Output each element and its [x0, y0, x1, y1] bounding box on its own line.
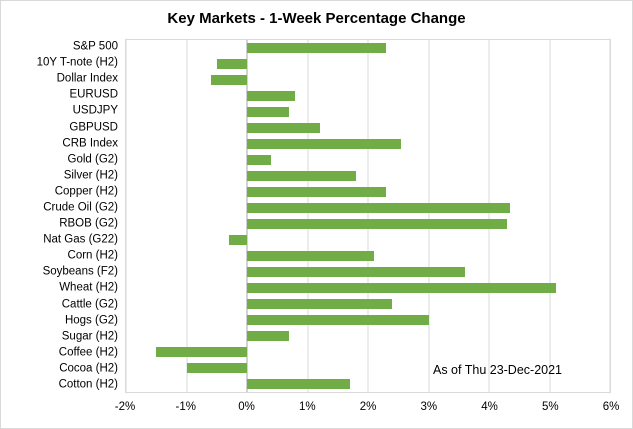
gridline [367, 40, 369, 392]
category-label: Nat Gas (G22) [43, 233, 118, 246]
category-label: CRB Index [62, 136, 118, 149]
bar-hogs-g2 [247, 315, 429, 325]
category-label: Soybeans (F2) [42, 265, 118, 278]
chart-title: Key Markets - 1-Week Percentage Change [167, 10, 466, 27]
bar-soybeans-f2 [247, 267, 465, 277]
bar-gbpusd [247, 123, 320, 133]
bar-crude-oil-g2 [247, 203, 511, 213]
category-label: Wheat (H2) [59, 281, 118, 294]
x-tick-label: 0% [238, 401, 255, 413]
category-label: USDJPY [72, 104, 118, 117]
category-label: Hogs (G2) [64, 313, 118, 326]
x-tick-label: 2% [359, 401, 377, 413]
category-label: Coffee (H2) [58, 346, 118, 359]
as-of-annotation: As of Thu 23-Dec-2021 [433, 363, 563, 377]
gridline [488, 40, 490, 392]
bar-nat-gas-g22 [228, 235, 247, 245]
category-label: Corn (H2) [67, 249, 118, 262]
bar-cocoa-h2 [186, 363, 247, 373]
zero-axis-line [246, 40, 248, 392]
bar-copper-h2 [247, 187, 387, 197]
bar-10y-t-note-h2 [216, 59, 247, 69]
category-label: Crude Oil (G2) [43, 201, 118, 214]
bar-dollar-index [210, 75, 247, 85]
category-label: Cattle (G2) [61, 297, 118, 310]
bar-usdjpy [247, 107, 290, 117]
category-label: Silver (H2) [63, 169, 118, 182]
x-axis-labels: -2% -1% 0% 1% 2% 3% 4% 5% 6% [115, 401, 620, 417]
y-axis-labels: S&P 500 10Y T-note (H2) Dollar Index EURUSD… [1, 39, 118, 393]
x-tick-label: 3% [420, 401, 438, 413]
bar-silver-h2 [247, 171, 356, 181]
gridline [609, 40, 611, 392]
x-tick-label: 1% [298, 401, 316, 413]
x-tick-label: -2% [114, 401, 136, 413]
gridline [428, 40, 429, 392]
category-label: GBPUSD [69, 120, 118, 133]
gridline [307, 40, 308, 392]
gridline [125, 40, 127, 392]
plot-area [125, 39, 611, 393]
category-label: EURUSD [69, 88, 118, 101]
category-label: Cocoa (H2) [59, 362, 118, 375]
category-label: Gold (G2) [67, 152, 119, 165]
bar-cotton-h2 [247, 379, 350, 389]
bar-coffee-h2 [156, 347, 247, 357]
category-label: 10Y T-note (H2) [36, 56, 118, 69]
x-tick-label: -1% [175, 401, 196, 413]
bar-s-p-500 [247, 43, 387, 53]
gridline [549, 40, 550, 392]
bar-rbob-g2 [247, 219, 508, 229]
bar-cattle-g2 [247, 299, 393, 309]
category-label: Sugar (H2) [61, 329, 118, 342]
bar-gold-g2 [247, 155, 272, 165]
category-label: S&P 500 [72, 40, 118, 53]
category-label: Dollar Index [56, 72, 118, 85]
bar-eurusd [247, 91, 296, 101]
category-label: RBOB (G2) [59, 217, 118, 230]
bar-sugar-h2 [247, 331, 290, 341]
bar-corn-h2 [247, 251, 375, 261]
gridline [186, 40, 187, 392]
category-label: Copper (H2) [54, 185, 118, 198]
x-tick-label: 6% [602, 401, 620, 413]
category-label: Cotton (H2) [58, 378, 118, 391]
x-tick-label: 5% [541, 401, 559, 413]
bar-crb-index [247, 139, 402, 149]
bar-wheat-h2 [247, 283, 556, 293]
x-tick-label: 4% [481, 401, 498, 413]
